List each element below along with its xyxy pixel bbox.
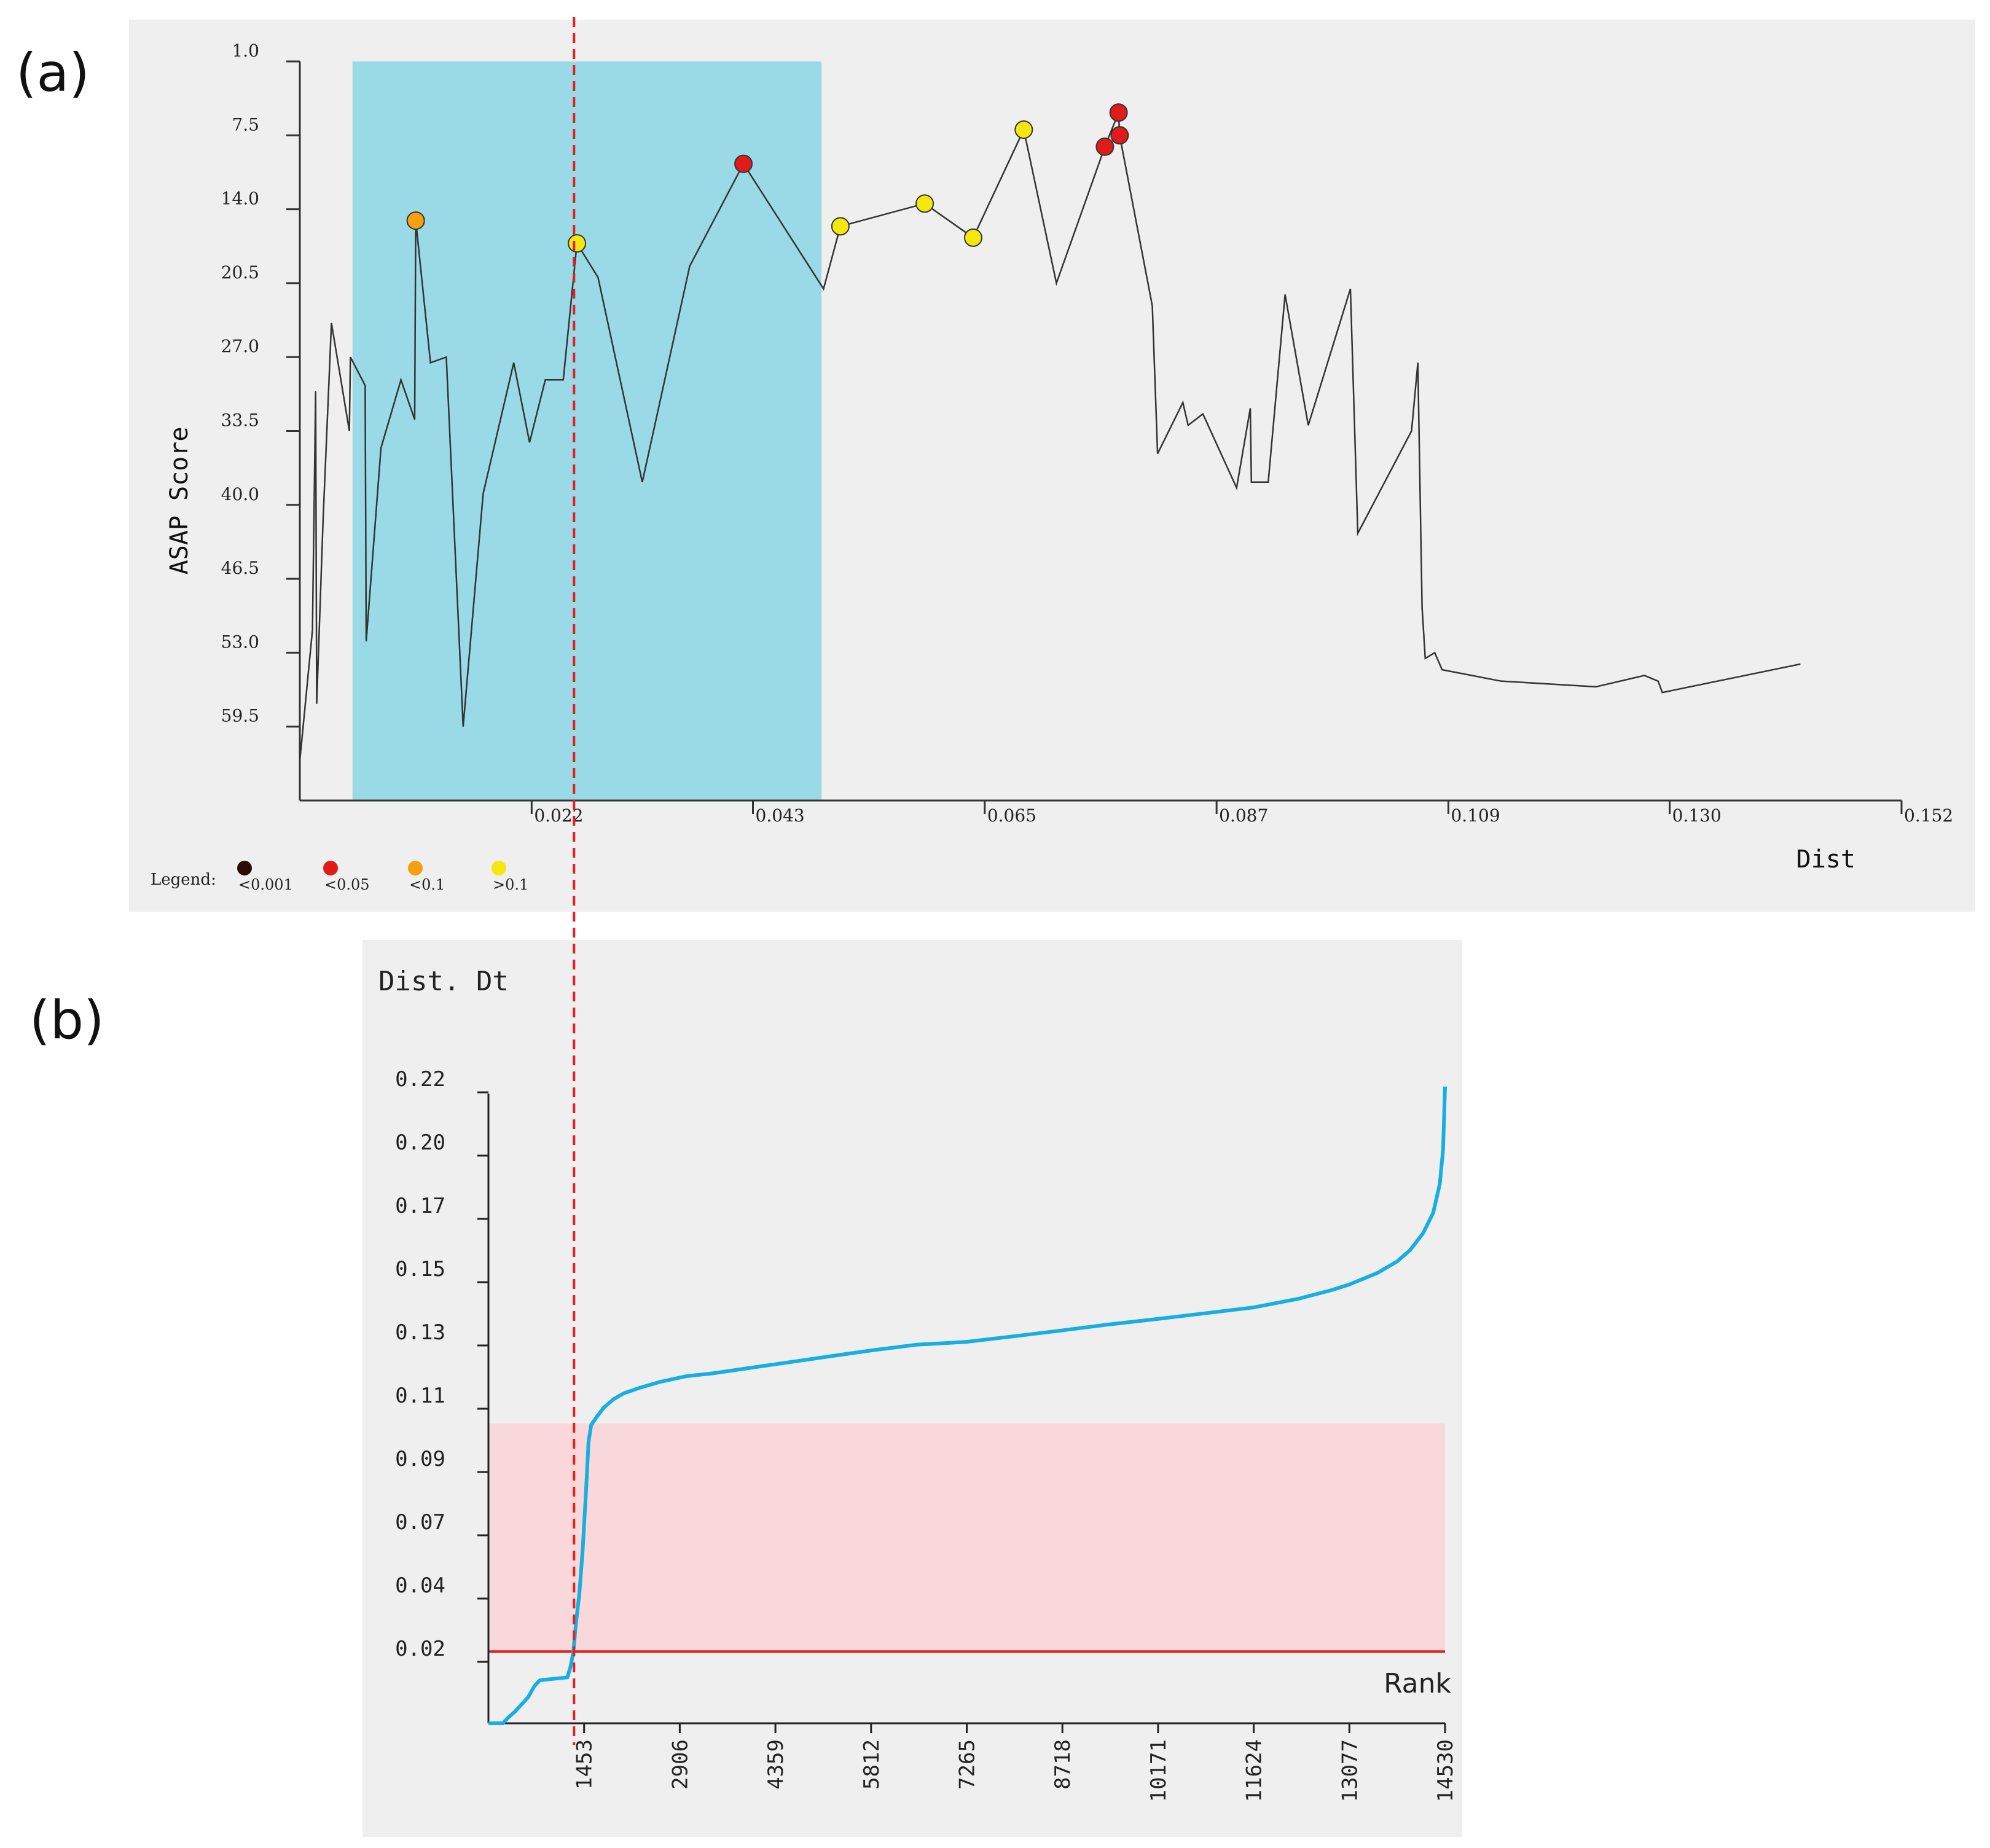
asap-marker xyxy=(406,211,425,230)
asap-x-tick-label: 0.130 xyxy=(1672,805,1722,826)
asap-marker xyxy=(1110,126,1129,145)
legend-items: <0.001 <0.05 <0.1 >0.1 xyxy=(237,861,528,893)
legend-label: <0.1 xyxy=(409,876,445,893)
panel-label-a: (a) xyxy=(16,42,90,104)
asap-x-tick-label: 0.087 xyxy=(1219,805,1268,826)
legend-swatch xyxy=(237,861,252,875)
asap-y-ticks: 1.0 7.5 14.0 20.5 27.0 33.5 40.0 46.5 53.0 59.5 xyxy=(221,41,300,728)
asap-markers xyxy=(406,103,1129,253)
asap-marker xyxy=(1109,103,1128,122)
asap-marker xyxy=(1095,137,1114,156)
asap-y-tick-label: 59.5 xyxy=(221,706,259,726)
rank-y-tick-label: 0.09 xyxy=(395,1447,445,1471)
asap-y-tick-label: 46.5 xyxy=(221,558,259,578)
rank-y-ticks: 0.22 0.20 0.17 0.15 0.13 0.11 0.09 0.07 0.04 0.02 xyxy=(395,1067,488,1663)
legend-swatch xyxy=(323,861,338,875)
rank-highlight-band xyxy=(488,1423,1445,1652)
asap-x-tick-label: 0.022 xyxy=(534,805,583,826)
legend-swatch xyxy=(492,861,506,875)
asap-marker xyxy=(734,154,753,173)
asap-marker xyxy=(568,234,587,253)
rank-x-tick-label: 1453 xyxy=(573,1739,597,1790)
rank-x-tick-label: 13077 xyxy=(1338,1739,1362,1802)
asap-y-tick-label: 14.0 xyxy=(221,189,259,209)
rank-x-tick-label: 5812 xyxy=(860,1739,884,1790)
rank-y-tick-label: 0.17 xyxy=(395,1194,445,1218)
rank-y-tick-label: 0.15 xyxy=(395,1257,445,1282)
asap-highlight-region xyxy=(352,61,821,801)
rank-x-axis-label: Rank xyxy=(1384,1668,1451,1699)
rank-distance-line xyxy=(488,1086,1447,1725)
asap-x-tick-label: 0.109 xyxy=(1451,805,1500,826)
rank-x-tick-label: 2906 xyxy=(668,1739,692,1790)
rank-x-tick-label: 4359 xyxy=(764,1739,788,1790)
asap-y-tick-label: 20.5 xyxy=(221,262,259,283)
asap-y-tick-label: 7.5 xyxy=(232,114,259,135)
asap-y-tick-label: 33.5 xyxy=(221,410,259,431)
rank-x-tick-label: 10171 xyxy=(1146,1739,1171,1802)
asap-marker xyxy=(831,217,850,236)
asap-y-tick-label: 40.0 xyxy=(221,484,259,504)
rank-x-tick-label: 14530 xyxy=(1433,1739,1458,1802)
rank-y-axis-label: Dist. Dt xyxy=(378,966,509,997)
asap-y-axis-label: ASAP Score xyxy=(165,427,194,575)
asap-y-tick-label: 27.0 xyxy=(221,336,259,356)
rank-y-tick-label: 0.22 xyxy=(395,1067,445,1092)
asap-x-ticks: 0.022 0.043 0.065 0.087 0.109 0.130 0.152 xyxy=(530,801,1953,826)
legend-label: <0.05 xyxy=(324,876,370,893)
rank-y-tick-label: 0.20 xyxy=(395,1130,445,1155)
rank-y-tick-label: 0.02 xyxy=(395,1637,445,1661)
asap-x-tick-label: 0.152 xyxy=(1904,805,1953,826)
rank-x-tick-label: 11624 xyxy=(1242,1739,1267,1802)
asap-legend: Legend: <0.001 <0.05 <0.1 >0.1 xyxy=(151,861,528,893)
asap-marker xyxy=(915,194,934,213)
legend-swatch xyxy=(408,861,423,875)
legend-label: <0.001 xyxy=(238,876,293,893)
legend-label: >0.1 xyxy=(493,876,528,893)
rank-x-tick-label: 7265 xyxy=(955,1739,980,1790)
rank-y-tick-label: 0.11 xyxy=(395,1384,445,1408)
rank-panel-background xyxy=(362,940,1462,1837)
rank-y-tick-label: 0.04 xyxy=(395,1573,445,1598)
asap-x-axis-label: Dist xyxy=(1796,845,1855,874)
asap-marker xyxy=(963,228,982,247)
asap-x-tick-label: 0.065 xyxy=(987,805,1036,826)
legend-title: Legend: xyxy=(151,871,216,889)
asap-y-tick-label: 1.0 xyxy=(232,41,259,61)
rank-y-tick-label: 0.07 xyxy=(395,1510,445,1535)
asap-chart: 1.0 7.5 14.0 20.5 27.0 33.5 40.0 46.5 53.0 59.5 0… xyxy=(129,20,1975,912)
asap-x-tick-label: 0.043 xyxy=(756,805,805,826)
asap-y-tick-label: 53.0 xyxy=(221,632,259,652)
rank-x-tick-label: 8718 xyxy=(1051,1739,1075,1790)
rank-y-tick-label: 0.13 xyxy=(395,1320,445,1345)
asap-marker xyxy=(1014,120,1033,139)
rank-chart: Dist. Dt 0.22 0.20 0.17 0.15 0.13 0.11 0.09 0.0… xyxy=(362,940,1462,1837)
panel-label-b: (b) xyxy=(29,990,104,1051)
rank-x-ticks: 1453 2906 4359 5812 7265 8718 10171 11624 13077 1… xyxy=(573,1723,1458,1802)
